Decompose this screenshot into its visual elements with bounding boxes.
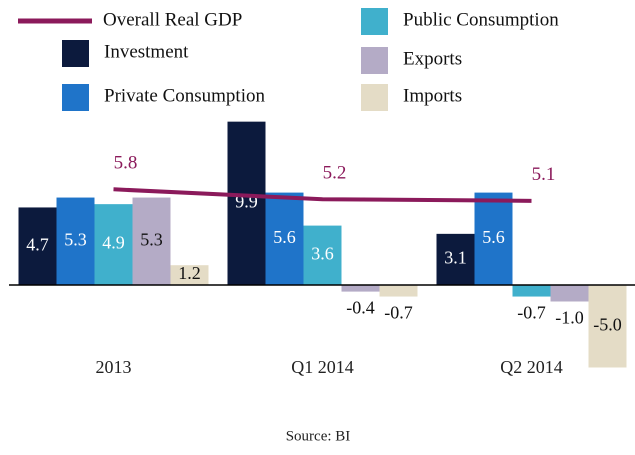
bar xyxy=(341,285,380,292)
data-label: -1.0 xyxy=(555,308,584,328)
legend-label: Public Consumption xyxy=(403,9,559,30)
bar xyxy=(94,204,133,285)
gdp-line xyxy=(113,187,532,203)
legend-swatch xyxy=(62,40,89,67)
data-label: -0.7 xyxy=(384,303,413,323)
bar xyxy=(56,197,95,285)
bar xyxy=(18,207,57,285)
bar xyxy=(550,285,589,302)
x-tick-label: Q2 2014 xyxy=(500,357,563,377)
data-label: 1.2 xyxy=(178,263,201,283)
data-label: -0.7 xyxy=(517,303,546,323)
source: Source: BI xyxy=(286,428,351,444)
legend-label: Investment xyxy=(104,41,189,62)
data-label: 3.6 xyxy=(311,243,334,263)
legend-label: Imports xyxy=(403,85,462,106)
data-label: 5.6 xyxy=(273,227,296,247)
x-tick-label: Q1 2014 xyxy=(291,357,354,377)
bar xyxy=(132,197,171,285)
line-label: 5.1 xyxy=(532,164,556,185)
bar xyxy=(227,121,266,286)
bar xyxy=(379,285,418,297)
data-label: 5.3 xyxy=(64,229,87,249)
data-label: 4.7 xyxy=(26,234,49,254)
data-label: -5.0 xyxy=(593,314,622,334)
bar xyxy=(588,285,627,368)
bar xyxy=(170,265,209,285)
legend-swatch xyxy=(62,84,89,111)
data-label: 3.1 xyxy=(444,248,467,268)
legend-label: Exports xyxy=(403,48,462,69)
data-label: 5.3 xyxy=(140,229,163,249)
legend-label: Private Consumption xyxy=(104,85,265,106)
legend-label: Overall Real GDP xyxy=(103,9,242,30)
data-label: 5.6 xyxy=(482,227,505,247)
bar xyxy=(303,225,342,285)
legend-swatch xyxy=(361,84,388,111)
line-label: 5.8 xyxy=(114,153,138,174)
data-label: 4.9 xyxy=(102,233,125,253)
x-tick-label: 2013 xyxy=(96,357,132,377)
line-label: 5.2 xyxy=(323,163,347,184)
data-label: -0.4 xyxy=(346,298,375,318)
bar xyxy=(474,192,513,285)
bar xyxy=(265,192,304,285)
bar xyxy=(436,233,475,285)
legend-swatch xyxy=(361,8,388,35)
legend-swatch xyxy=(361,47,388,74)
bar xyxy=(512,285,551,297)
